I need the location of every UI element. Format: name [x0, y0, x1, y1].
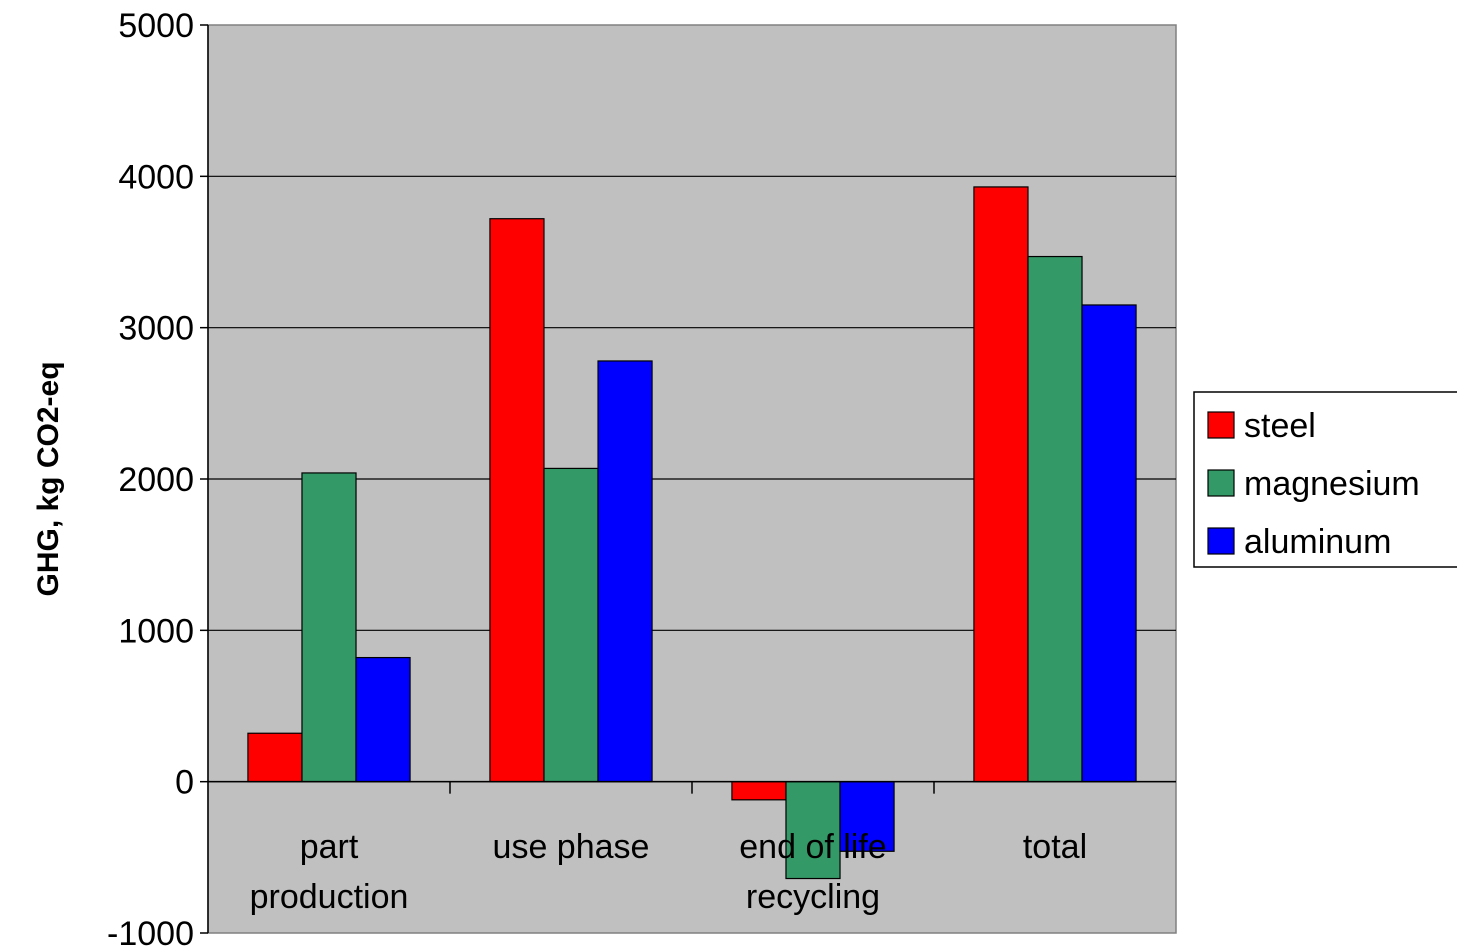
category-label: recycling — [746, 878, 880, 916]
y-axis-label: GHG, kg CO2-eq — [32, 361, 65, 596]
bar-magnesium — [1027, 255, 1083, 783]
legend-swatch-magnesium — [1207, 469, 1235, 497]
bar-steel — [973, 186, 1029, 783]
bar-aluminum — [355, 656, 411, 783]
category-label: part — [300, 828, 359, 866]
bar-aluminum — [597, 360, 653, 783]
bar-steel — [489, 218, 545, 783]
legend: steel magnesium aluminum — [1193, 391, 1457, 568]
legend-label-aluminum: aluminum — [1244, 523, 1391, 561]
legend-swatch-steel — [1207, 411, 1235, 439]
category-labels: part production use phase end of life recycl… — [250, 828, 1088, 916]
bar-aluminum — [839, 781, 895, 852]
y-tick-labels: -1000 0 1000 2000 3000 4000 5000 — [107, 7, 208, 952]
bar-steel — [247, 732, 303, 783]
y-tick-label: 3000 — [118, 310, 194, 348]
bar-steel — [731, 781, 787, 801]
y-tick-label: 1000 — [118, 612, 194, 650]
y-tick-label: 2000 — [118, 461, 194, 499]
bar-magnesium — [301, 472, 357, 783]
category-label: use phase — [493, 828, 650, 866]
legend-label-magnesium: magnesium — [1244, 465, 1420, 503]
legend-swatch-aluminum — [1207, 527, 1235, 555]
category-label: total — [1023, 828, 1087, 866]
y-tick-label: 5000 — [118, 7, 194, 45]
bars — [247, 186, 1137, 880]
category-label: production — [250, 878, 409, 916]
legend-box — [1193, 391, 1457, 568]
bar-magnesium — [543, 467, 599, 783]
bar-aluminum — [1081, 304, 1137, 783]
y-tick-label: 0 — [175, 764, 194, 802]
category-label: end of life — [739, 828, 886, 866]
y-tick-label: 4000 — [118, 158, 194, 196]
y-tick-label: -1000 — [107, 915, 194, 952]
legend-label-steel: steel — [1244, 407, 1316, 445]
